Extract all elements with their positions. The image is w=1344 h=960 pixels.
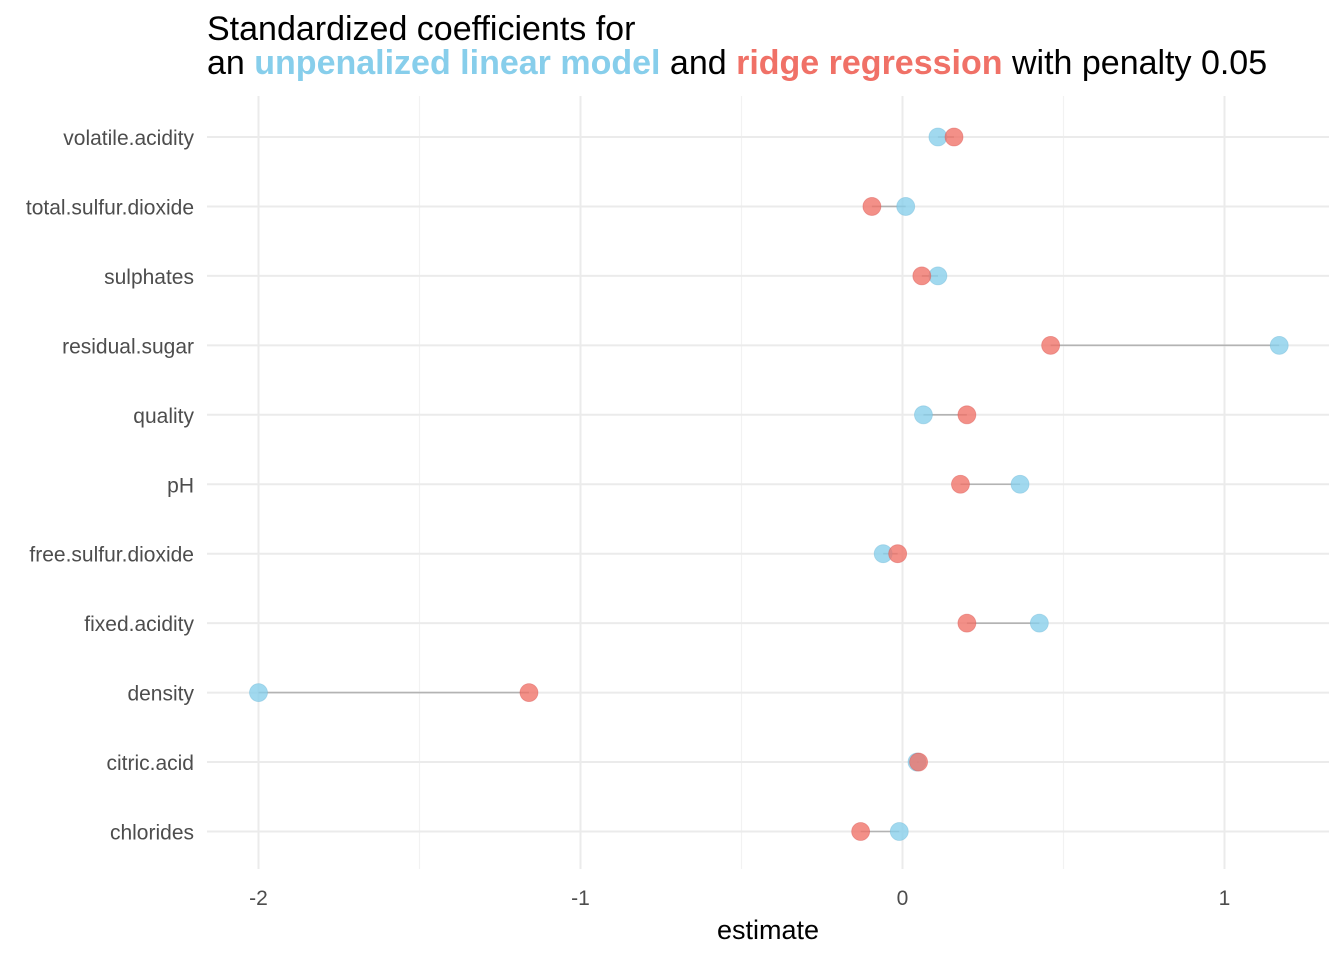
point-unpenalized-fixed.acidity (1029, 613, 1049, 633)
category-label-residual.sugar: residual.sugar (62, 335, 194, 358)
category-label-quality: quality (133, 405, 194, 428)
category-label-density: density (127, 683, 194, 706)
coefficient-points (249, 127, 1289, 841)
point-unpenalized-total.sulfur.dioxide (896, 197, 916, 216)
x-tick-label-0: -2 (249, 887, 268, 910)
title-prefix: an (207, 44, 254, 82)
category-label-free.sulfur.dioxide: free.sulfur.dioxide (29, 544, 194, 567)
point-ridge-total.sulfur.dioxide (862, 197, 882, 216)
point-ridge-density (519, 683, 539, 702)
point-unpenalized-chlorides (889, 822, 909, 841)
category-label-chlorides: chlorides (110, 822, 194, 845)
point-unpenalized-sulphates (928, 266, 948, 286)
point-ridge-residual.sugar (1041, 335, 1061, 355)
point-unpenalized-volatile.acidity (928, 127, 948, 147)
title-series-ridge: ridge regression (736, 44, 1002, 82)
chart-title-line-1: Standardized coefficients for (207, 10, 635, 48)
category-label-fixed.acidity: fixed.acidity (84, 613, 194, 636)
point-ridge-citric.acid (909, 752, 928, 772)
title-middle: and (660, 44, 736, 82)
category-label-citric.acid: citric.acid (106, 752, 194, 775)
point-ridge-chlorides (851, 822, 871, 841)
category-label-volatile.acidity: volatile.acidity (63, 127, 194, 150)
point-ridge-volatile.acidity (944, 127, 964, 147)
point-ridge-fixed.acidity (957, 613, 977, 633)
x-tick-label-1: -1 (571, 887, 590, 910)
category-axis-labels: volatile.acidity total.sulfur.dioxide sulp… (26, 127, 195, 845)
point-ridge-sulphates (912, 266, 932, 286)
category-label-total.sulfur.dioxide: total.sulfur.dioxide (26, 196, 194, 219)
minor-gridlines (418, 96, 1065, 869)
x-tick-label-3: 1 (1219, 887, 1231, 910)
point-ridge-free.sulfur.dioxide (888, 544, 908, 564)
x-axis-tick-labels: -2 -1 0 1 (249, 887, 1230, 910)
point-ridge-quality (957, 405, 977, 425)
x-tick-label-2: 0 (897, 887, 909, 910)
chart-title-line-2: an unpenalized linear model and ridge re… (207, 44, 1267, 82)
point-unpenalized-pH (1010, 474, 1030, 494)
x-axis-title: estimate (717, 915, 819, 945)
point-unpenalized-residual.sugar (1269, 335, 1289, 355)
category-label-sulphates: sulphates (104, 266, 194, 289)
point-unpenalized-quality (914, 405, 933, 425)
category-label-pH: pH (167, 474, 194, 497)
point-ridge-pH (951, 474, 970, 494)
major-gridlines (207, 96, 1329, 869)
point-unpenalized-density (249, 683, 268, 702)
title-series-unpenalized: unpenalized linear model (254, 44, 660, 82)
title-suffix: with penalty 0.05 (1003, 44, 1268, 82)
